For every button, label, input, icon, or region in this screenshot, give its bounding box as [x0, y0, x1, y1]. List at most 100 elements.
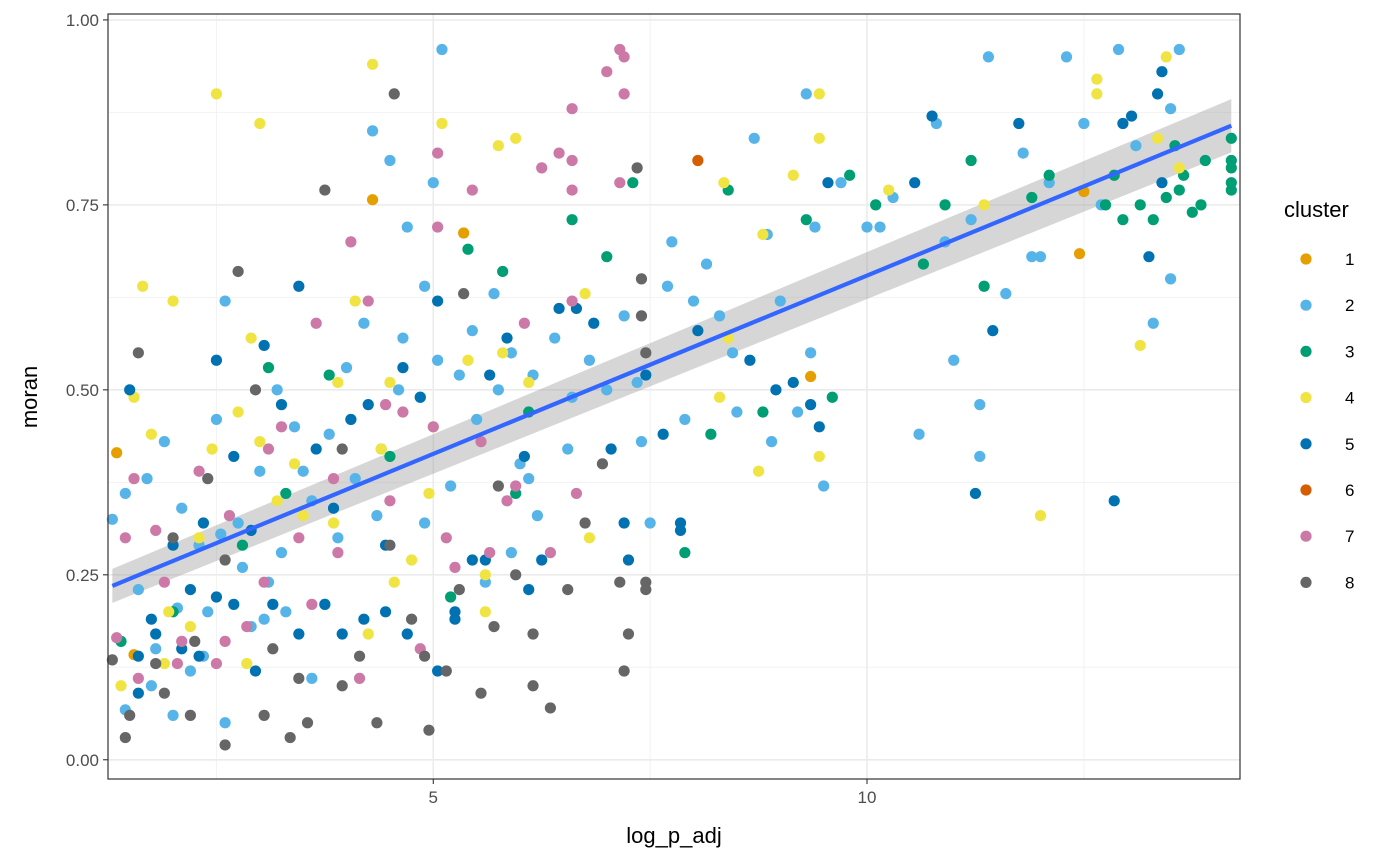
- data-point: [345, 413, 357, 426]
- data-point: [614, 177, 626, 189]
- legend-item-6: 6: [1300, 481, 1354, 500]
- data-point: [505, 547, 517, 559]
- data-point: [1225, 154, 1237, 167]
- data-point: [718, 177, 730, 189]
- data-point: [692, 325, 704, 337]
- data-point: [453, 369, 465, 381]
- data-point: [757, 228, 769, 241]
- data-point: [432, 295, 444, 307]
- data-point: [293, 628, 305, 640]
- data-point: [1017, 147, 1029, 159]
- data-point: [132, 347, 144, 359]
- data-point: [440, 532, 452, 544]
- data-point: [458, 227, 470, 239]
- data-point: [401, 221, 413, 233]
- legend-key: [1300, 438, 1312, 450]
- data-point: [987, 325, 999, 337]
- data-point: [700, 258, 713, 270]
- data-point: [674, 517, 687, 529]
- data-point: [618, 88, 630, 100]
- data-point: [800, 88, 812, 100]
- legend-item-8: 8: [1300, 573, 1354, 592]
- y-tick-label: 0.25: [66, 566, 99, 585]
- data-point: [870, 199, 882, 211]
- data-point: [258, 613, 270, 625]
- data-point: [236, 561, 249, 574]
- legend-item-4: 4: [1300, 389, 1354, 408]
- data-point: [232, 265, 244, 278]
- data-point: [232, 517, 244, 529]
- data-point: [618, 665, 630, 677]
- data-point: [210, 657, 223, 670]
- data-point: [1173, 162, 1185, 174]
- data-point: [419, 280, 431, 292]
- data-point: [167, 532, 179, 544]
- data-point: [1151, 88, 1164, 100]
- data-point: [1091, 73, 1103, 85]
- data-point: [622, 628, 635, 640]
- data-point: [111, 632, 123, 644]
- data-point: [392, 384, 405, 396]
- data-point: [471, 413, 483, 426]
- data-point: [1112, 43, 1125, 56]
- data-point: [124, 709, 136, 721]
- data-point: [345, 236, 357, 248]
- data-point: [1091, 88, 1103, 100]
- data-point: [150, 524, 162, 537]
- data-point: [679, 547, 691, 559]
- data-point: [679, 413, 691, 426]
- data-point: [297, 465, 309, 477]
- data-point: [150, 628, 162, 640]
- data-point: [948, 354, 960, 366]
- data-point: [965, 214, 977, 226]
- data-point: [145, 613, 157, 625]
- data-point: [510, 569, 522, 581]
- data-point: [219, 635, 231, 647]
- data-point: [119, 532, 131, 544]
- data-point: [692, 154, 704, 167]
- y-tick-label: 0.75: [66, 196, 99, 215]
- data-point: [1143, 251, 1155, 263]
- data-point: [293, 672, 305, 684]
- data-point: [271, 495, 283, 507]
- trend-line: [111, 123, 1233, 588]
- data-point: [744, 354, 756, 366]
- data-point: [362, 628, 374, 640]
- data-point: [713, 391, 726, 403]
- data-point: [527, 628, 539, 640]
- data-point: [150, 643, 162, 655]
- legend-item-3: 3: [1300, 342, 1354, 361]
- data-point: [1134, 199, 1146, 211]
- data-point: [614, 576, 626, 588]
- data-point: [210, 413, 223, 426]
- data-point: [640, 576, 652, 588]
- data-point: [258, 709, 270, 721]
- data-point: [640, 369, 652, 381]
- data-point: [397, 332, 409, 344]
- data-point: [366, 58, 379, 70]
- plot-border: [107, 13, 1241, 780]
- data-point: [384, 154, 396, 167]
- data-point: [310, 443, 322, 455]
- data-point: [119, 487, 131, 500]
- legend-item-5: 5: [1300, 435, 1354, 454]
- data-point: [1186, 206, 1198, 218]
- data-point: [327, 502, 340, 514]
- data-point: [379, 399, 392, 411]
- major-gridlines: [108, 14, 1240, 779]
- data-point: [765, 436, 778, 448]
- data-point: [210, 88, 223, 100]
- data-point: [1160, 51, 1172, 63]
- data-point: [1099, 199, 1112, 211]
- data-point: [332, 532, 344, 544]
- data-point: [618, 51, 630, 63]
- series-cluster-6: [692, 154, 704, 167]
- data-point: [124, 384, 136, 396]
- data-point: [371, 510, 383, 522]
- data-point: [262, 362, 275, 374]
- data-point: [267, 643, 279, 655]
- data-point: [818, 480, 830, 492]
- data-point: [505, 347, 517, 359]
- data-point: [137, 280, 149, 292]
- data-point: [822, 177, 834, 189]
